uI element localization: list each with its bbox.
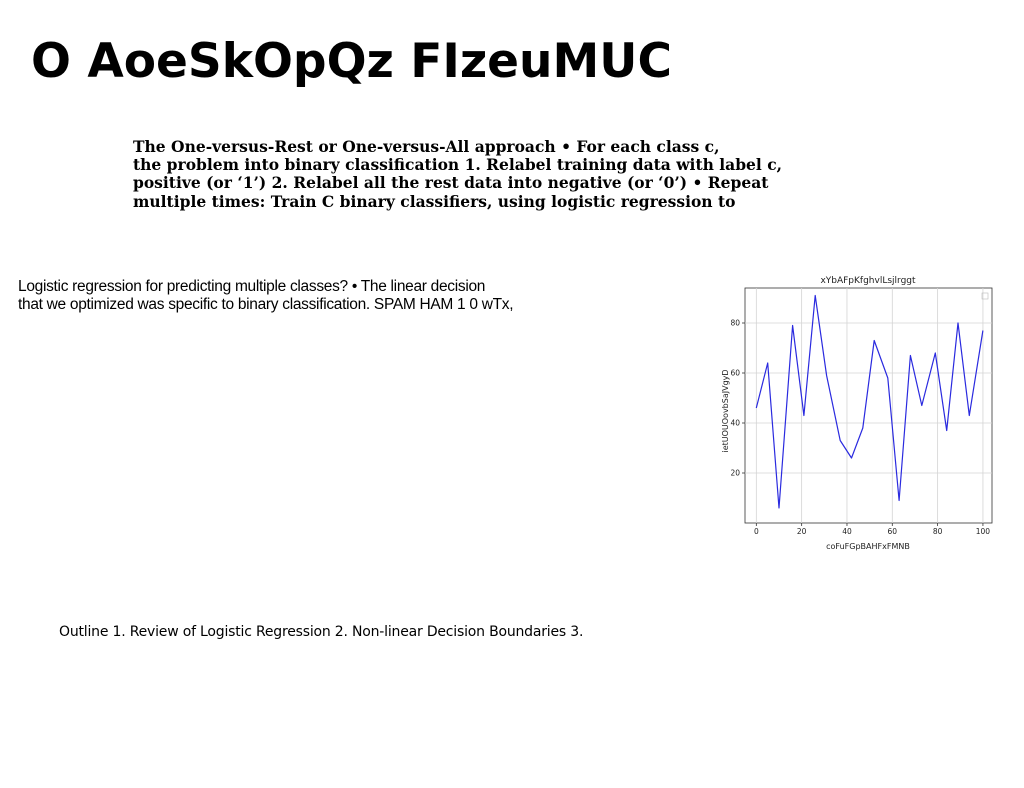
chart-title: xYbAFpKfghvlLsjlrggt xyxy=(820,276,916,286)
x-tick-label: 80 xyxy=(933,527,943,536)
y-tick-label: 20 xyxy=(730,469,740,478)
paragraph-line: that we optimized was specific to binary… xyxy=(18,296,514,313)
x-tick-label: 0 xyxy=(754,527,759,536)
paragraph-line: The One-versus-Rest or One-versus-All ap… xyxy=(133,137,720,156)
paragraph-line: multiple times: Train C binary classifie… xyxy=(133,191,736,211)
line-chart: xYbAFpKfghvlLsjlrggt 0 20 40 60 80 100 20 40 60 8… xyxy=(721,276,993,551)
slide-title: O AoeSkOpQz FIzeuMUC xyxy=(31,34,672,89)
x-tick-label: 60 xyxy=(888,527,898,536)
y-tick-label: 80 xyxy=(730,319,740,328)
y-tick-label: 60 xyxy=(730,369,740,378)
legend-box xyxy=(981,292,989,300)
outline-paragraph: Outline 1. Review of Logistic Regression… xyxy=(59,624,584,640)
grid-layer xyxy=(745,288,992,523)
paragraph-line: the problem into binary classification 1… xyxy=(133,155,783,175)
x-tick-label: 20 xyxy=(797,527,807,536)
ovr-approach-paragraph: The One-versus-Rest or One-versus-All ap… xyxy=(133,137,813,211)
x-tick-label: 40 xyxy=(842,527,852,536)
series-line xyxy=(755,294,984,509)
y-tick-label: 40 xyxy=(730,419,740,428)
x-axis-label: coFuFGpBAHFxFMNB xyxy=(826,542,910,551)
tick-layer: 0 20 40 60 80 100 20 40 60 80 xyxy=(730,319,990,537)
plot-frame xyxy=(744,287,993,524)
paragraph-line: positive (or ‘1’) 2. Relabel all the res… xyxy=(133,173,769,193)
logistic-regression-paragraph: Logistic regression for predicting multi… xyxy=(18,278,578,314)
x-tick-label: 100 xyxy=(976,527,991,536)
y-axis-label: ietUOUOovbSaJVgyD xyxy=(721,369,730,452)
series-layer xyxy=(755,294,984,509)
paragraph-line: Logistic regression for predicting multi… xyxy=(18,278,486,295)
